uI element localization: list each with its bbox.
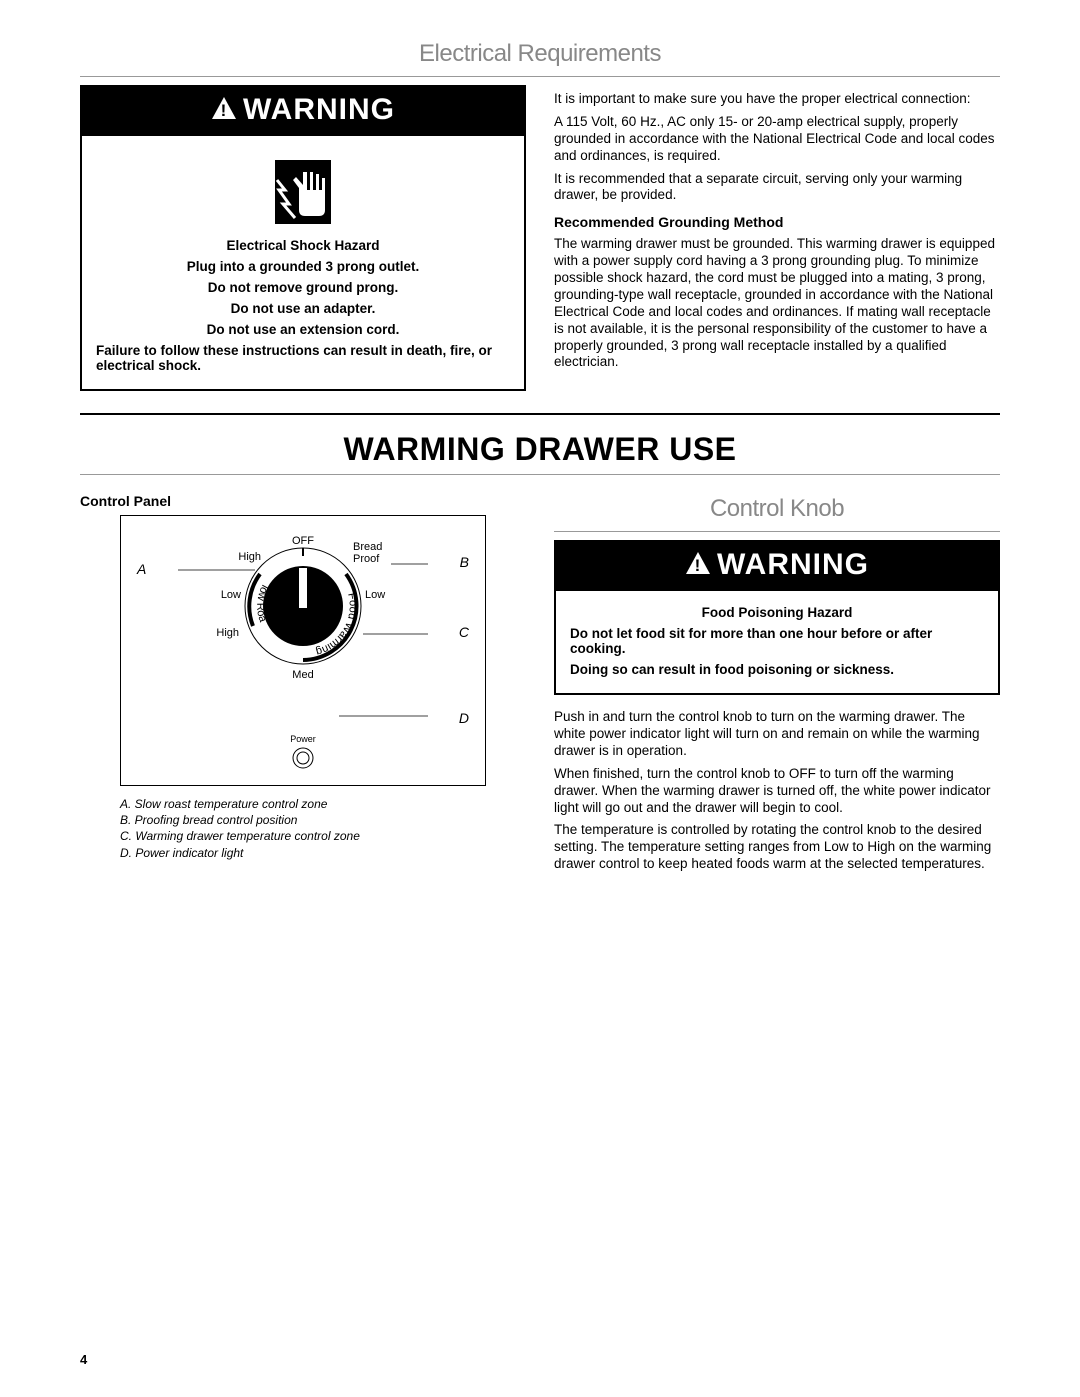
svg-text:OFF: OFF [292,535,314,547]
hazard-line: Doing so can result in food poisoning or… [570,662,984,677]
warning-banner: ! WARNING [556,542,998,591]
warning-box-food: ! WARNING Food Poisoning Hazard Do not l… [554,540,1000,695]
section-title-electrical: Electrical Requirements [80,40,1000,68]
callout-A: A [137,561,146,577]
hazard-heading: Food Poisoning Hazard [570,605,984,620]
warning-triangle-icon: ! [211,94,237,128]
sub-heading-grounding: Recommended Grounding Method [554,214,1000,230]
svg-text:Med: Med [292,669,313,681]
control-panel-diagram: OFF High Low High Low Bread Proof Med [120,515,486,786]
body-text: The warming drawer must be grounded. Thi… [554,236,1000,371]
body-text: A 115 Volt, 60 Hz., AC only 15- or 20-am… [554,114,1000,165]
body-text: It is important to make sure you have th… [554,91,1000,108]
section-title-knob: Control Knob [554,495,1000,523]
body-text: Push in and turn the control knob to tur… [554,709,1000,760]
page-number: 4 [80,1352,87,1367]
body-text: It is recommended that a separate circui… [554,171,1000,205]
hazard-line: Plug into a grounded 3 prong outlet. [96,259,510,274]
power-label: Power [131,734,475,744]
hazard-line: Do not remove ground prong. [96,280,510,295]
power-light-icon [289,744,317,772]
body-text: The temperature is controlled by rotatin… [554,822,1000,873]
svg-text:Low: Low [365,589,385,601]
svg-text:High: High [216,627,239,639]
control-panel-heading: Control Panel [80,493,526,509]
warning-box-electrical: ! WARNING Electrical Shock Hazard Plug i… [80,85,526,391]
callout-B: B [460,554,469,570]
legend-item: A. Slow roast temperature control zone [120,796,526,812]
body-text: When finished, turn the control knob to … [554,766,1000,817]
hazard-line: Failure to follow these instructions can… [96,343,510,373]
callout-C: C [459,624,469,640]
svg-text:Low: Low [221,589,241,601]
warning-banner: ! WARNING [82,87,524,136]
svg-text:Bread: Bread [353,541,382,553]
hazard-heading: Electrical Shock Hazard [96,238,510,253]
svg-text:!: ! [695,556,702,575]
hazard-line: Do not use an adapter. [96,301,510,316]
warning-triangle-icon: ! [685,549,711,583]
knob-svg: OFF High Low High Low Bread Proof Med [131,528,475,728]
hazard-line: Do not let food sit for more than one ho… [570,626,984,656]
shock-hand-icon [263,152,343,232]
svg-text:High: High [238,551,261,563]
legend-item: C. Warming drawer temperature control zo… [120,828,526,844]
svg-text:!: ! [221,101,228,120]
legend-item: B. Proofing bread control position [120,812,526,828]
major-title-warming: WARMING DRAWER USE [80,431,1000,468]
hazard-line: Do not use an extension cord. [96,322,510,337]
legend-item: D. Power indicator light [120,845,526,861]
callout-D: D [459,710,469,726]
svg-text:Proof: Proof [353,553,380,565]
